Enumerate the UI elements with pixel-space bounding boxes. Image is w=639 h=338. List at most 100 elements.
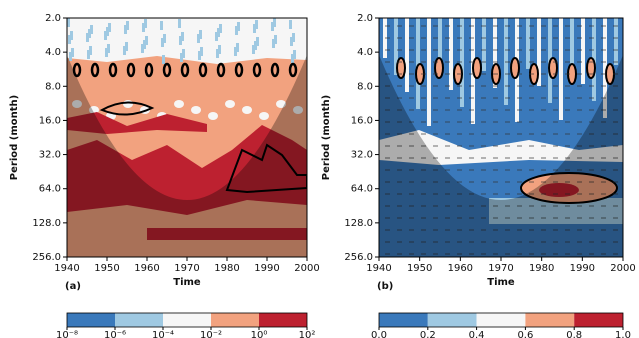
field: [147, 228, 307, 240]
contour: [270, 62, 280, 78]
colorbar-tick-label: 10⁻⁶: [104, 330, 126, 338]
field: [272, 39, 275, 48]
field: [218, 45, 221, 54]
field: [174, 100, 184, 108]
contour: [126, 62, 136, 78]
field: [259, 112, 269, 120]
field: [88, 29, 91, 38]
field: [68, 35, 71, 44]
field: [107, 44, 110, 53]
plot-area: [379, 18, 623, 257]
colorbar-tick-label: 10⁰: [251, 330, 268, 338]
field: [460, 18, 464, 107]
field: [482, 18, 486, 71]
colorbar-tick-label: 1.0: [615, 330, 631, 338]
contour: [586, 57, 596, 79]
x-tick-label: 1970: [488, 263, 513, 274]
field: [234, 47, 237, 56]
field: [253, 24, 256, 33]
contour: [99, 101, 155, 116]
colorbar-tick-label: 0.4: [469, 330, 485, 338]
field: [199, 30, 202, 39]
field: [256, 37, 259, 46]
field: [87, 50, 90, 59]
y-tick-label: 2.0: [357, 13, 373, 24]
colorbar-tick-label: 0.8: [566, 330, 582, 338]
field: [161, 38, 164, 47]
field: [67, 18, 70, 27]
colorbar-segment: [163, 313, 211, 327]
field: [215, 32, 218, 41]
field: [614, 18, 618, 65]
field: [126, 21, 129, 30]
field: [163, 34, 166, 43]
y-tick-label: 2.0: [45, 13, 61, 24]
field: [89, 46, 92, 55]
field: [123, 46, 126, 55]
field: [141, 44, 144, 53]
x-tick-label: 1950: [94, 263, 119, 274]
field: [200, 47, 203, 56]
contour: [90, 62, 100, 78]
colorbar-tick-label: 10²: [299, 330, 316, 338]
field: [273, 18, 276, 27]
y-tick-label: 64.0: [39, 184, 61, 195]
colorbar-segment: [525, 313, 575, 327]
y-tick-label: 4.0: [45, 47, 61, 58]
field: [237, 22, 240, 31]
field: [292, 33, 295, 42]
colorbar-tick-label: 0.6: [517, 330, 533, 338]
field: [236, 43, 239, 52]
field: [504, 18, 508, 105]
field: [106, 27, 109, 36]
field: [145, 36, 148, 45]
field: [449, 18, 453, 90]
y-tick-label: 8.0: [45, 81, 61, 92]
y-tick-label: 16.0: [39, 115, 61, 126]
x-tick-label: 2000: [610, 263, 635, 274]
x-axis-label: Time: [173, 277, 201, 288]
field: [559, 18, 563, 120]
field: [293, 106, 303, 114]
y-tick-label: 8.0: [357, 81, 373, 92]
field: [70, 31, 73, 40]
field: [86, 33, 89, 42]
field: [124, 25, 127, 34]
colorbar-segment: [67, 313, 115, 327]
y-tick-label: 64.0: [351, 184, 373, 195]
field: [90, 25, 93, 34]
field: [274, 35, 277, 44]
x-tick-label: 1980: [529, 263, 554, 274]
field: [89, 106, 99, 114]
colorbar-frame: [378, 312, 624, 328]
field: [405, 18, 409, 92]
x-tick-label: 1950: [407, 263, 432, 274]
field: [416, 18, 420, 109]
cone-of-influence: [67, 55, 307, 257]
colorbar-tick-label: 10⁻²: [200, 330, 222, 338]
contour: [548, 57, 558, 79]
contour: [162, 62, 172, 78]
y-tick-label: 256.0: [32, 252, 61, 263]
contour: [252, 62, 262, 78]
x-tick-label: 1940: [54, 263, 79, 274]
field: [105, 48, 108, 57]
field: [72, 100, 82, 108]
field: [179, 36, 182, 45]
field: [603, 18, 607, 118]
field: [581, 18, 585, 84]
colorbar-segment: [259, 313, 307, 327]
field: [208, 112, 218, 120]
field: [198, 51, 201, 60]
field: [219, 24, 222, 33]
contour: [144, 62, 154, 78]
field: [197, 34, 200, 43]
y-tick-label: 128.0: [344, 218, 373, 229]
cone-of-influence: [379, 55, 623, 257]
field: [69, 52, 72, 61]
plot-area: [67, 18, 307, 257]
contour: [434, 57, 444, 79]
field: [235, 26, 238, 35]
contour: [396, 57, 406, 79]
